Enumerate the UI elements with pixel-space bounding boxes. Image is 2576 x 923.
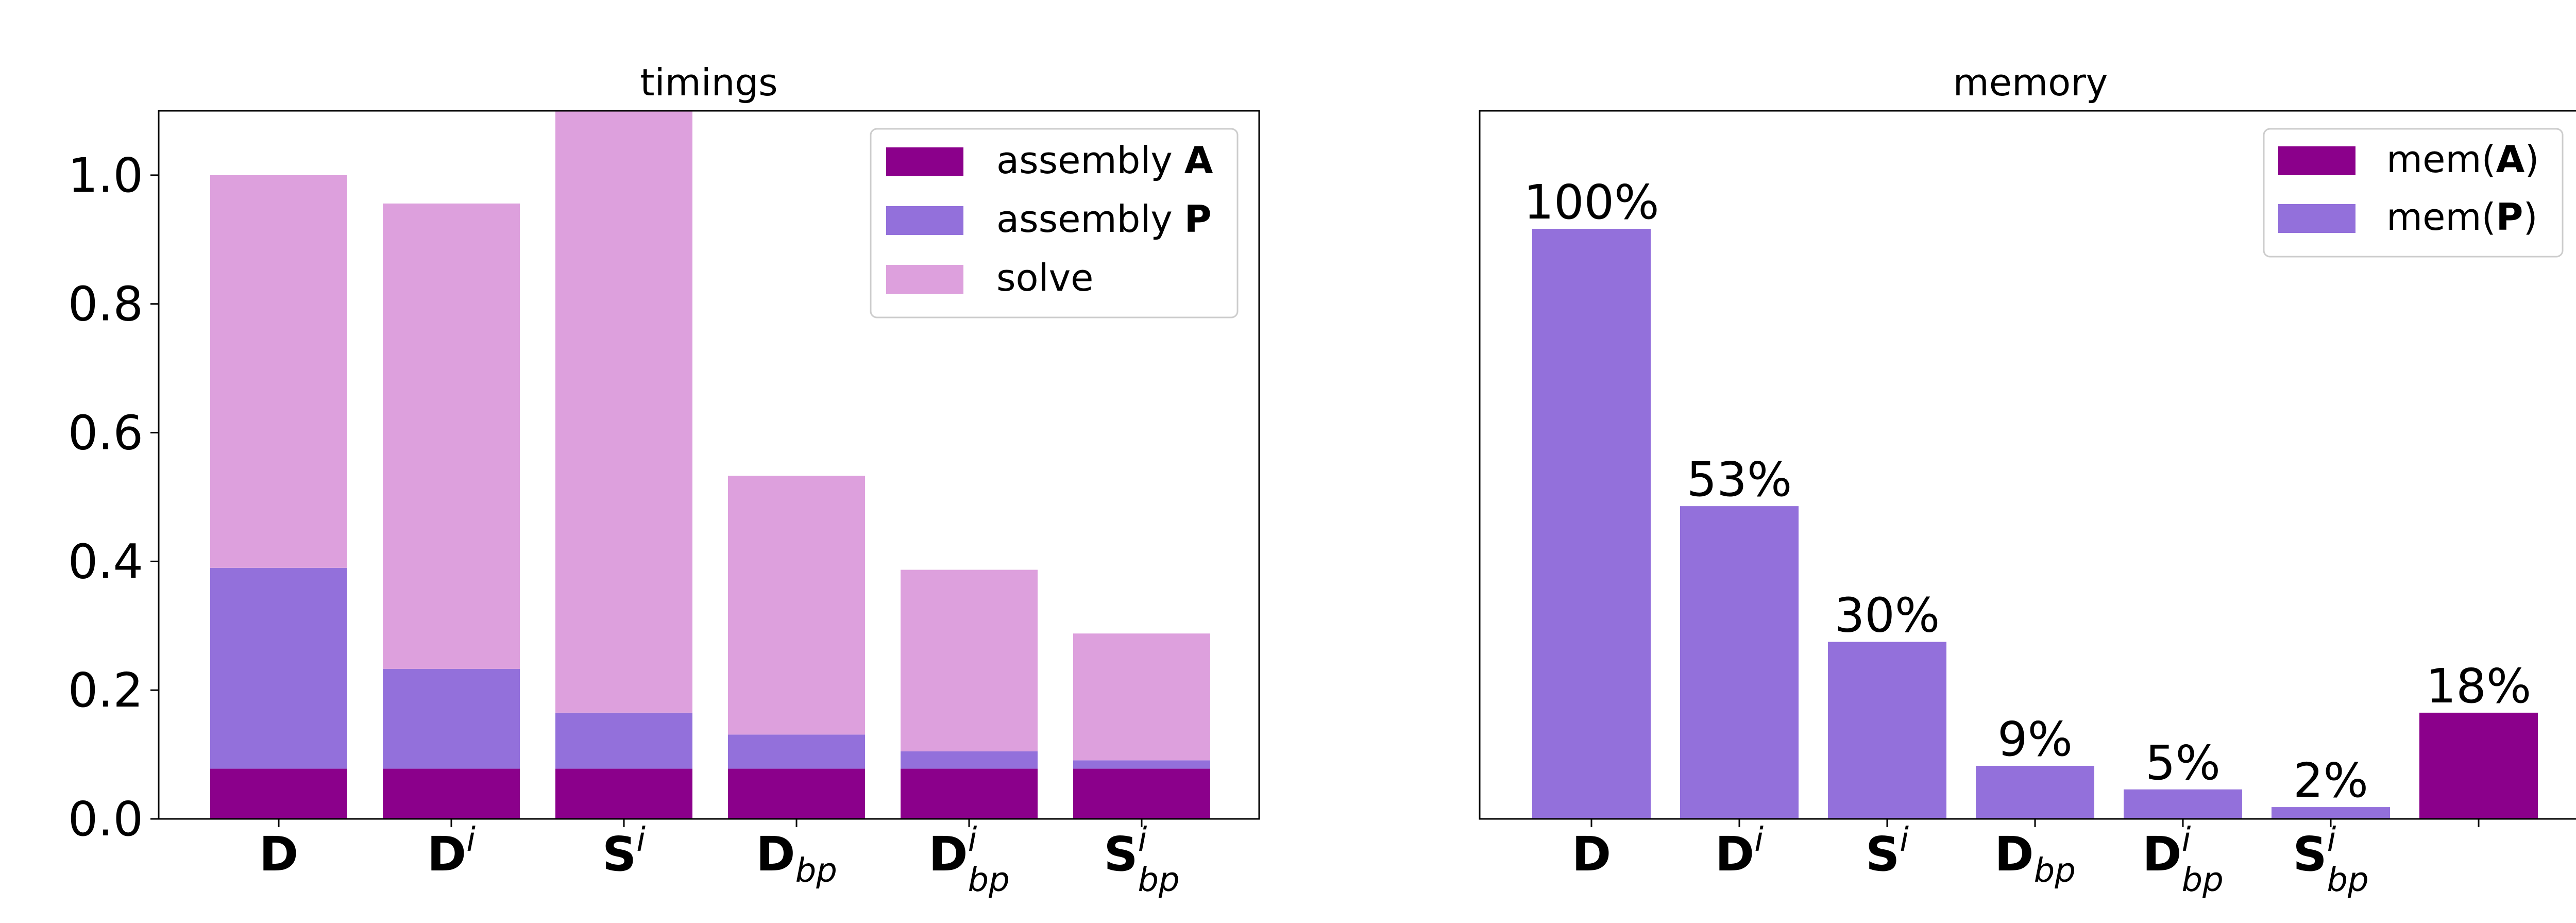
memory-bar-3 xyxy=(1976,765,2094,819)
memory-x-ticks: D Di Si Dbp Di bp Si bp xyxy=(1572,819,2480,899)
memory-bar-6 xyxy=(2419,712,2538,819)
x-tick-label: Di bp xyxy=(928,821,1009,899)
memory-bar-0 xyxy=(1532,229,1651,819)
bar-assembly-a-1 xyxy=(383,768,520,819)
timings-legend: assembly A assembly P solve xyxy=(870,128,1239,318)
bar-assembly-a-2 xyxy=(555,768,692,819)
x-tick-label: D xyxy=(259,827,298,882)
legend-swatch xyxy=(2278,204,2355,233)
memory-chart-title: memory xyxy=(1953,61,2108,104)
timings-y-ticks: 0.0 0.2 0.4 0.6 0.8 1.0 xyxy=(68,148,159,847)
bar-solve-3 xyxy=(728,476,865,735)
timings-bars xyxy=(210,111,1210,819)
bar-assembly-a-0 xyxy=(210,768,347,819)
memory-plot-frame xyxy=(1479,110,2576,820)
legend-swatch xyxy=(2278,146,2355,175)
timings-x-ticks: D Di Si Dbp Di bp Si bp xyxy=(259,819,1180,899)
legend-swatch xyxy=(886,265,963,294)
y-tick-label: 0.4 xyxy=(68,534,143,589)
x-tick-label: Si bp xyxy=(1104,821,1179,899)
timings-chart-title: timings xyxy=(640,61,777,104)
bar-assembly-p-5 xyxy=(1073,760,1210,769)
memory-bar-1 xyxy=(1680,506,1799,819)
memory-legend: mem(A) mem(P) xyxy=(2263,128,2564,258)
bar-assembly-a-4 xyxy=(901,768,1038,819)
bar-solve-4 xyxy=(901,569,1038,751)
bar-solve-1 xyxy=(383,203,520,669)
bar-assembly-p-3 xyxy=(728,734,865,769)
memory-chart: memory 100% 53% 30% 9% 5% 2% 18% D Di Si Dbp Di bp S… xyxy=(1479,61,2576,899)
memory-bar-5 xyxy=(2272,807,2390,819)
x-tick-label: Si xyxy=(602,821,646,882)
x-tick-label: D xyxy=(1572,827,1611,882)
memory-bar-2 xyxy=(1828,642,1946,819)
bar-assembly-p-1 xyxy=(383,668,520,769)
memory-bar-4 xyxy=(2124,789,2242,819)
bar-assembly-p-2 xyxy=(555,712,692,769)
x-tick-label: Di bp xyxy=(2142,821,2223,899)
memory-bars xyxy=(1532,229,2538,819)
timings-chart: timings 0.0 0.2 0.4 0.6 0.8 1.0 D Di Si Dbp Di bp S… xyxy=(68,61,1260,899)
legend-label: mem(A) xyxy=(2386,138,2539,181)
bar-assembly-p-4 xyxy=(901,751,1038,769)
y-tick-label: 0.8 xyxy=(68,277,143,332)
y-tick-label: 0.2 xyxy=(68,663,143,718)
legend-swatch xyxy=(886,147,963,176)
x-tick-label: Si xyxy=(1866,821,1909,882)
x-tick-label: Di xyxy=(427,821,476,882)
legend-label: assembly A xyxy=(996,139,1213,182)
legend-label: mem(P) xyxy=(2386,195,2538,239)
bar-assembly-a-5 xyxy=(1073,768,1210,819)
memory-data-label: 18% xyxy=(2426,659,2531,714)
bar-assembly-a-3 xyxy=(728,768,865,819)
bar-solve-2 xyxy=(555,111,692,713)
x-tick-label: Dbp xyxy=(756,827,837,890)
memory-data-label: 9% xyxy=(1997,712,2073,767)
memory-data-label: 53% xyxy=(1687,452,1792,507)
memory-data-label: 100% xyxy=(1523,175,1659,230)
bar-assembly-p-0 xyxy=(210,567,347,769)
memory-data-labels: 100% 53% 30% 9% 5% 2% 18% xyxy=(1523,175,2531,808)
legend-label: solve xyxy=(996,256,1093,299)
memory-data-label: 2% xyxy=(2293,753,2368,808)
y-tick-label: 0.6 xyxy=(68,406,143,461)
memory-data-label: 30% xyxy=(1835,588,1940,643)
legend-swatch xyxy=(886,206,963,235)
x-tick-label: Di xyxy=(1715,821,1764,882)
bar-solve-0 xyxy=(210,175,347,568)
y-tick-label: 0.0 xyxy=(68,792,143,847)
legend-label: assembly P xyxy=(996,197,1212,241)
memory-data-label: 5% xyxy=(2145,735,2221,791)
x-tick-label: Dbp xyxy=(1994,827,2076,890)
x-tick-label: Si bp xyxy=(2293,821,2368,899)
timings-plot-frame xyxy=(158,110,1260,820)
bar-solve-5 xyxy=(1073,633,1210,761)
y-tick-label: 1.0 xyxy=(68,148,143,203)
